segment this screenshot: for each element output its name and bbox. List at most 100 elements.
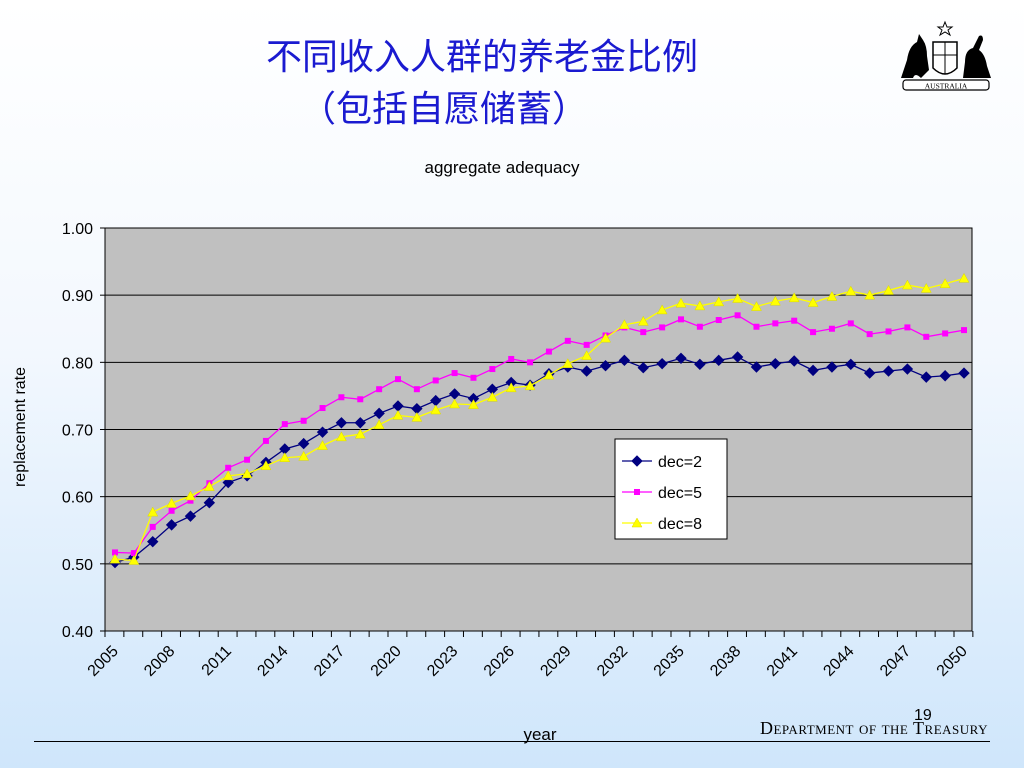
legend-marker (634, 489, 640, 495)
data-point (637, 361, 649, 374)
data-point (863, 367, 876, 379)
data-point (316, 426, 329, 438)
data-point (505, 382, 517, 393)
data-point (335, 431, 347, 442)
data-point (486, 391, 498, 402)
page-number: 19 (914, 707, 932, 724)
department-name: Department of the Treasury (759, 718, 988, 738)
data-point (489, 366, 496, 373)
data-point (430, 404, 442, 415)
data-point (864, 289, 876, 300)
data-point (751, 301, 762, 311)
data-point (411, 411, 423, 422)
x-tick-label: 2008 (141, 643, 178, 680)
data-point (769, 357, 782, 370)
data-point (222, 470, 234, 481)
data-point (470, 374, 477, 381)
data-point (772, 320, 779, 327)
logo-motto: AUSTRALIA (925, 82, 968, 91)
series-2 (112, 312, 967, 557)
data-point (656, 304, 668, 315)
x-tick-label: 2050 (934, 643, 971, 680)
data-point (262, 437, 269, 444)
data-point (354, 428, 366, 439)
data-point (527, 359, 534, 366)
data-point (788, 355, 800, 367)
data-point (580, 365, 593, 377)
data-point (866, 331, 873, 338)
data-point (300, 417, 307, 424)
x-tick-label: 2011 (199, 643, 235, 679)
data-point (845, 358, 857, 371)
data-point (694, 300, 706, 311)
data-point (961, 327, 967, 334)
data-point (675, 297, 687, 308)
data-point (637, 315, 649, 326)
series-line (114, 277, 965, 562)
data-point (166, 497, 178, 508)
x-tick-label: 2035 (651, 643, 688, 680)
slide-subtitle: （包括自愿储蓄） (299, 89, 588, 130)
data-point (432, 377, 439, 384)
data-point (373, 419, 385, 430)
data-point (319, 405, 326, 412)
data-point (675, 352, 687, 365)
data-point (958, 272, 970, 283)
data-point (376, 386, 383, 393)
data-point (225, 464, 232, 471)
y-axis: 0.40 0.50 0.60 0.70 0.80 0.90 1.00 (62, 221, 105, 641)
data-point (901, 279, 913, 290)
data-point (659, 324, 666, 331)
data-point (451, 370, 458, 377)
data-point (281, 421, 288, 428)
data-point (713, 354, 725, 367)
x-tick-label: 2038 (707, 643, 744, 680)
data-point (147, 535, 159, 548)
data-point (279, 452, 291, 462)
data-point (185, 490, 196, 501)
data-point (788, 292, 800, 303)
data-point (600, 332, 611, 343)
legend-marker (631, 517, 643, 528)
data-point (958, 367, 970, 379)
line-chart: aggregate adequacy 0.400.500.600.700.800… (12, 158, 974, 744)
data-point (297, 437, 310, 450)
data-point (939, 278, 951, 288)
series-layer (109, 272, 970, 569)
data-point (734, 312, 741, 319)
data-point (564, 337, 571, 344)
x-tick-label: 2020 (368, 643, 405, 680)
data-point (128, 554, 140, 565)
data-point (187, 497, 194, 504)
y-axis-title: replacement rate (12, 367, 29, 487)
legend-label: dec=8 (658, 516, 702, 533)
legend: dec=2 dec=5 dec=8 (614, 438, 728, 540)
data-point (847, 320, 854, 327)
coat-of-arms-logo: AUSTRALIA (901, 20, 991, 91)
data-point (112, 549, 118, 556)
data-point (791, 317, 798, 324)
data-point (317, 440, 328, 450)
data-point (828, 325, 835, 332)
data-point (184, 510, 197, 522)
data-point (203, 481, 215, 491)
y-tick-label: 0.60 (62, 490, 93, 507)
data-point (581, 350, 593, 360)
data-point (562, 358, 574, 368)
legend-label: dec=5 (658, 485, 702, 502)
data-point (168, 507, 175, 514)
data-point (732, 293, 744, 303)
data-point (545, 348, 552, 355)
data-point (468, 399, 479, 409)
data-point (618, 319, 630, 329)
y-tick-label: 0.70 (62, 423, 93, 440)
x-tick-label: 2017 (311, 643, 348, 680)
x-tick-label: 2032 (594, 643, 631, 680)
x-tick-label: 2023 (424, 643, 461, 680)
data-point (395, 376, 401, 383)
data-point (583, 341, 590, 348)
x-tick-label: 2047 (877, 643, 914, 680)
legend-label: dec=2 (658, 454, 702, 471)
x-tick-label: 2029 (537, 643, 574, 680)
data-point (392, 409, 404, 420)
